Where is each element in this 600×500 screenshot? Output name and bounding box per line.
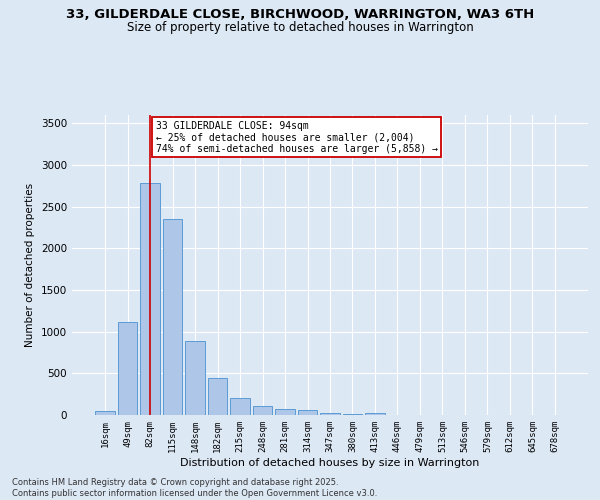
Bar: [320, 412, 340, 415]
Bar: [118, 322, 137, 415]
Y-axis label: Number of detached properties: Number of detached properties: [25, 183, 35, 347]
Bar: [208, 378, 227, 415]
Bar: [365, 413, 385, 415]
Bar: [253, 406, 272, 415]
Bar: [95, 411, 115, 415]
Text: 33 GILDERDALE CLOSE: 94sqm
← 25% of detached houses are smaller (2,004)
74% of s: 33 GILDERDALE CLOSE: 94sqm ← 25% of deta…: [155, 121, 437, 154]
Bar: [140, 182, 160, 415]
Text: Size of property relative to detached houses in Warrington: Size of property relative to detached ho…: [127, 21, 473, 34]
Text: 33, GILDERDALE CLOSE, BIRCHWOOD, WARRINGTON, WA3 6TH: 33, GILDERDALE CLOSE, BIRCHWOOD, WARRING…: [66, 8, 534, 20]
Bar: [230, 398, 250, 415]
Bar: [185, 341, 205, 415]
X-axis label: Distribution of detached houses by size in Warrington: Distribution of detached houses by size …: [181, 458, 479, 468]
Text: Contains HM Land Registry data © Crown copyright and database right 2025.
Contai: Contains HM Land Registry data © Crown c…: [12, 478, 377, 498]
Bar: [343, 414, 362, 415]
Bar: [298, 410, 317, 415]
Bar: [163, 219, 182, 415]
Bar: [275, 409, 295, 415]
